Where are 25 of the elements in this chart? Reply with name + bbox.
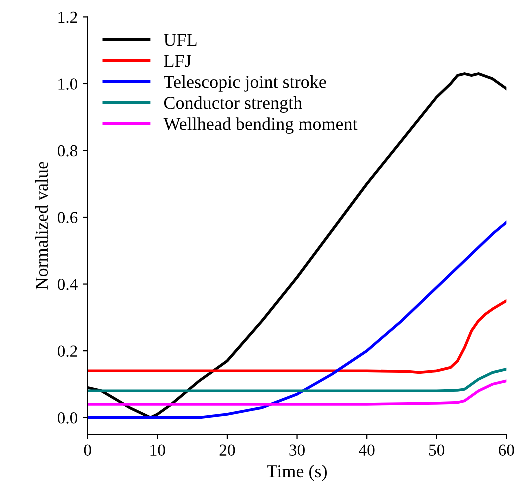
y-tick-label: 0.8 [58, 145, 78, 157]
line-series [88, 368, 507, 393]
x-tick-label: 10 [150, 444, 166, 456]
x-tick-label: 50 [430, 444, 445, 456]
y-tick-label: 0.2 [58, 346, 78, 358]
line-series [88, 380, 507, 406]
y-axis-title: Normalized value [35, 162, 48, 290]
legend-label: Wellhead bending moment [164, 118, 358, 134]
x-tick-label: 30 [290, 444, 305, 456]
y-tick-label: 0.6 [58, 212, 78, 224]
legend-label: LFJ [164, 55, 192, 68]
y-tick-label: 0.4 [58, 278, 78, 290]
legend-label: Telescopic joint stroke [164, 76, 326, 92]
y-tick-label: 0.0 [58, 412, 78, 424]
x-tick-label: 0 [84, 444, 92, 456]
x-tick-label: 60 [499, 444, 514, 456]
y-tick-label: 1.2 [58, 12, 78, 24]
line-series [88, 221, 507, 420]
x-axis-title: Time (s) [267, 464, 327, 482]
legend-label: UFL [164, 34, 197, 46]
x-tick-label: 40 [359, 444, 375, 456]
legend-label: Conductor strength [164, 96, 302, 113]
x-tick-label: 20 [220, 444, 236, 456]
line-series [88, 300, 507, 374]
y-tick-label: 1.0 [58, 78, 78, 90]
